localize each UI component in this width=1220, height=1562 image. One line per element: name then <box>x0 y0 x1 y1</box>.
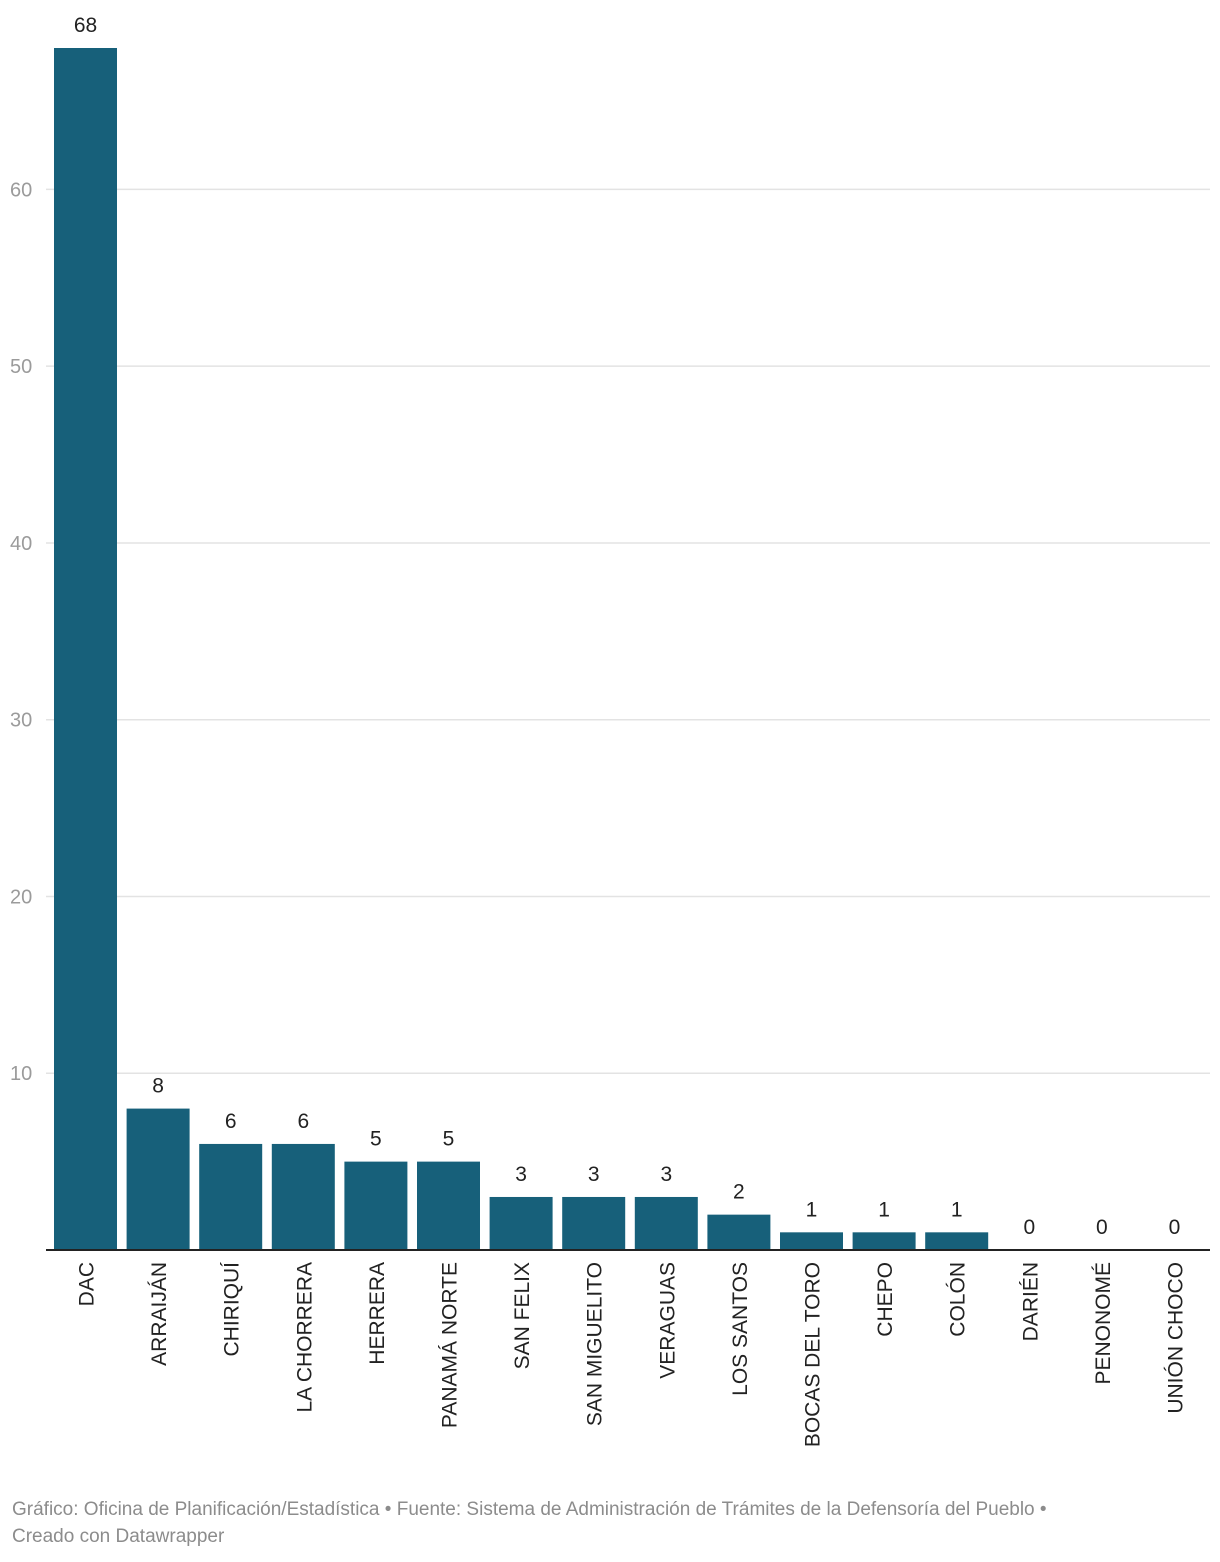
bar <box>707 1214 771 1250</box>
bar <box>634 1196 698 1250</box>
value-label: 1 <box>878 1198 890 1221</box>
x-tick-label: PENONOMÉ <box>1092 1262 1115 1385</box>
x-tick-label: LOS SANTOS <box>729 1262 752 1396</box>
x-tick-label: SAN MIGUELITO <box>584 1262 607 1426</box>
y-tick-label: 10 <box>10 1063 32 1085</box>
x-tick-label: DAC <box>76 1262 99 1306</box>
bar <box>489 1196 553 1250</box>
value-label: 0 <box>1096 1216 1108 1239</box>
x-tick-label: DARIÉN <box>1019 1262 1042 1341</box>
bar <box>562 1196 626 1250</box>
value-label: 0 <box>1169 1216 1181 1239</box>
value-label: 6 <box>225 1110 237 1133</box>
x-tick-label: HERRERA <box>366 1262 389 1365</box>
bar <box>199 1143 263 1250</box>
gridlines <box>46 188 1210 1074</box>
bar <box>852 1232 916 1250</box>
x-tick-label: LA CHORRERA <box>293 1262 316 1413</box>
value-label: 8 <box>152 1075 164 1098</box>
value-label: 68 <box>74 14 97 37</box>
value-label: 3 <box>660 1163 672 1186</box>
value-label: 3 <box>588 1163 600 1186</box>
footer-datawrapper-line: Creado con Datawrapper <box>12 1526 225 1547</box>
value-label: 1 <box>951 1198 963 1221</box>
value-label: 5 <box>443 1128 455 1151</box>
y-tick-label: 30 <box>10 710 32 732</box>
y-tick-label: 50 <box>10 356 32 378</box>
bar <box>126 1108 190 1250</box>
bar <box>925 1232 989 1250</box>
value-label: 6 <box>297 1110 309 1133</box>
chart-footer: Gráfico: Oficina de Planificación/Estadí… <box>12 1496 1212 1550</box>
footer-credit-line: Gráfico: Oficina de Planificación/Estadí… <box>12 1499 1047 1520</box>
x-tick-label: CHEPO <box>874 1262 897 1337</box>
value-label: 2 <box>733 1181 745 1204</box>
x-tick-label: UNIÓN CHOCO <box>1165 1262 1188 1414</box>
x-tick-label: CHIRIQUÍ <box>221 1262 244 1357</box>
bar <box>271 1143 335 1250</box>
x-tick-label: BOCAS DEL TORO <box>802 1262 825 1447</box>
y-tick-label: 60 <box>10 179 32 201</box>
bar <box>54 48 117 1250</box>
bar <box>344 1161 408 1250</box>
bar <box>780 1232 843 1250</box>
x-tick-label: ARRAIJÁN <box>148 1262 171 1366</box>
x-tick-label: SAN FELIX <box>511 1262 534 1369</box>
value-label: 5 <box>370 1128 382 1151</box>
x-tick-label: PANAMÁ NORTE <box>439 1262 462 1428</box>
y-tick-label: 40 <box>10 533 32 555</box>
value-label: 3 <box>515 1163 527 1186</box>
y-tick-label: 20 <box>10 886 32 908</box>
value-labels: 68 8 6 6 5 5 3 3 3 2 1 1 1 0 0 0 <box>74 14 1181 1239</box>
x-tick-label: VERAGUAS <box>656 1262 679 1379</box>
value-label: 1 <box>806 1198 818 1221</box>
x-axis-labels: DAC ARRAIJÁN CHIRIQUÍ LA CHORRERA HERRERA PAN… <box>76 1262 1188 1447</box>
x-tick-label: COLÓN <box>947 1262 970 1337</box>
y-axis: 10 20 30 40 50 60 <box>10 179 32 1085</box>
bars <box>54 48 989 1250</box>
bar <box>417 1161 480 1250</box>
value-label: 0 <box>1023 1216 1035 1239</box>
